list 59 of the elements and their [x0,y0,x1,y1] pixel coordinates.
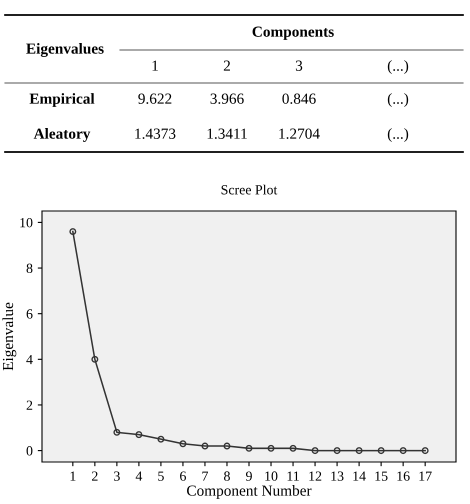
category-label: 2 [224,60,230,71]
x-tick-label: 12 [309,471,322,481]
x-tick-label: 8 [224,471,230,481]
y-tick-label: 2 [26,400,32,410]
x-tick-label: 15 [375,471,388,481]
point [201,442,208,450]
x-axis-title: Component Number [187,485,312,499]
point [246,444,252,452]
category-label: (...) [388,60,408,74]
x-tick-label: 14 [353,471,366,481]
y-tick-label: 0 [26,446,32,456]
x-tick-label: 2 [92,471,98,481]
text: 3.966 [210,94,244,104]
text: (...) [388,93,408,107]
point [400,447,407,454]
text: 1.4373 [135,128,176,139]
x-tick-label: 10 [265,471,278,481]
y-tick-label: 10 [20,218,32,228]
x-tick-label: 6 [180,471,186,481]
y-tick-label: 6 [26,309,33,319]
x-tick-label: 13 [331,471,344,481]
y-tick-label: 4 [26,354,33,364]
text: 1.3411 [208,128,247,139]
category-label: 3 [296,60,302,71]
chart-title: Scree Plot [222,184,278,194]
x-tick-label: 17 [419,471,432,481]
point [179,440,186,448]
x-tick-label: 3 [114,471,120,481]
x-tick-label: 11 [288,471,299,481]
point [69,228,76,236]
point [334,447,341,454]
x-tick-label: 4 [136,472,142,481]
x-tick-label: 7 [202,472,208,481]
x-tick-label: 16 [397,471,410,481]
category-label: Empirical [30,93,94,107]
point [157,436,164,443]
point [290,444,297,452]
text: 0.846 [282,94,316,104]
x-tick-label: 1 [70,471,76,481]
point [378,447,385,454]
point [356,447,363,454]
text: 9.622 [138,94,172,104]
text: 1.2704 [279,128,320,139]
category-label: Aleatory [34,128,90,142]
y-tick-label: 8 [26,264,32,273]
point [422,447,429,454]
point [135,431,142,438]
point [312,447,319,454]
y-axis-title: Eigenvalue [2,302,16,370]
point [268,444,274,452]
category-label: 1 [152,60,158,71]
point [224,442,230,450]
point [91,356,98,363]
x-tick-label: 9 [246,471,252,481]
x-tick-label: 5 [158,472,164,481]
point [113,428,120,436]
text: (...) [388,128,408,142]
text: Eigenvalues [26,43,104,57]
text: Components [252,26,334,40]
